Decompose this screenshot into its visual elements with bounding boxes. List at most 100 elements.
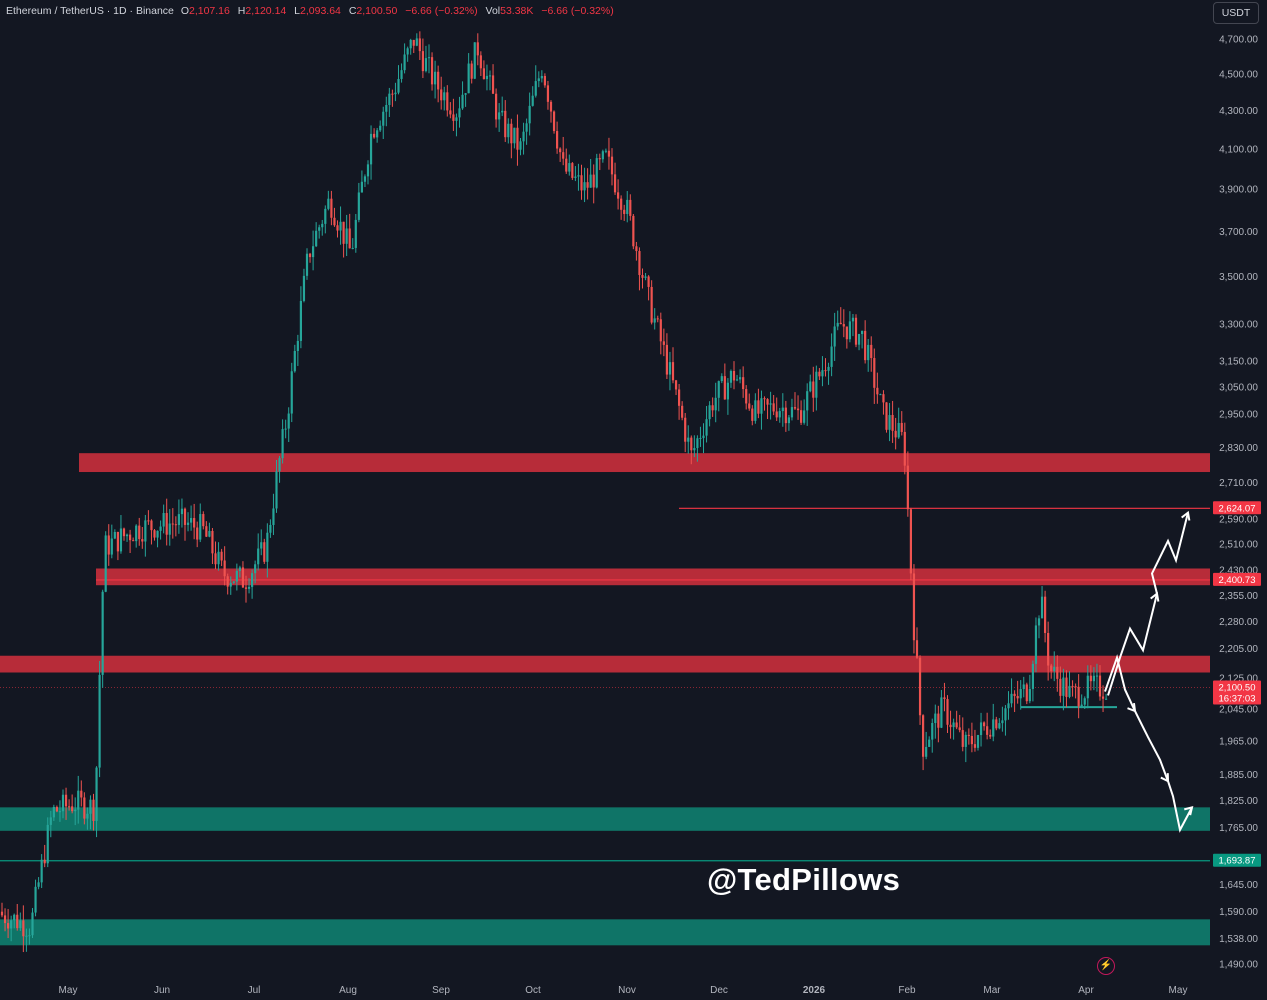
candle-body [440, 89, 443, 101]
candle-body [1013, 693, 1016, 697]
candle-body [796, 408, 800, 411]
symbol-label[interactable]: Ethereum / TetherUS · 1D · Binance [6, 5, 174, 17]
open-value: 2,107.16 [188, 5, 230, 17]
candle-body [369, 133, 373, 165]
candle-body [812, 381, 815, 398]
candle-body [781, 407, 784, 412]
candle-body [214, 553, 217, 565]
currency-button[interactable]: USDT [1213, 2, 1259, 24]
candle-body [1095, 675, 1099, 677]
candle-body [354, 219, 357, 248]
candle-body [0, 911, 4, 916]
resistance-zone-0 [79, 453, 1210, 473]
candle-body [129, 534, 132, 541]
candle-body [287, 413, 290, 429]
arrow-head-down-2 [1160, 773, 1170, 783]
countdown-text: 16:37:03 [1219, 693, 1256, 704]
candle-body [833, 326, 836, 347]
candle-body [1105, 698, 1108, 700]
candle-body [104, 535, 107, 592]
candle-body [754, 400, 757, 421]
candle-body [312, 246, 315, 258]
candle-body [495, 93, 498, 120]
candle-body [138, 525, 141, 540]
candle-body [848, 321, 851, 340]
candle-body [909, 509, 912, 574]
x-tick-label: Sep [432, 985, 450, 996]
candle-body [498, 112, 501, 120]
candle-body [232, 581, 235, 583]
candle-body [821, 370, 824, 377]
candle-body [1065, 677, 1068, 697]
candle-body [861, 330, 864, 335]
candle-body [992, 719, 995, 737]
candle-body [885, 402, 888, 430]
candle-body [897, 422, 900, 438]
candle-body [302, 275, 306, 301]
candle-body [534, 81, 537, 96]
candle-body [729, 370, 733, 383]
candle-body [351, 247, 354, 249]
candle-body [193, 518, 196, 528]
lightning-bolt-icon[interactable]: ⚡ [1097, 957, 1115, 975]
candle-body [168, 523, 171, 535]
candle-body [766, 399, 769, 405]
candle-body [254, 564, 257, 574]
candle-body [793, 407, 797, 409]
candle-body [348, 228, 351, 249]
candle-body [394, 92, 397, 95]
candle-body [836, 322, 839, 327]
candle-body [748, 403, 751, 409]
candle-body [525, 123, 528, 132]
candle-body [1056, 666, 1059, 679]
candle-body [28, 935, 31, 937]
candle-body [1028, 688, 1031, 702]
candle-body [488, 75, 492, 77]
candle-body [275, 471, 278, 509]
candle-body [263, 542, 266, 562]
candle-body [708, 405, 711, 420]
candle-body [1019, 689, 1022, 699]
candle-body [1047, 632, 1050, 666]
candle-body [732, 370, 736, 381]
x-tick-label: Dec [710, 985, 728, 996]
candle-body [196, 527, 199, 540]
y-tick-label: 4,300.00 [1219, 106, 1258, 117]
candle-body [132, 540, 135, 542]
close-value: 2,100.50 [356, 5, 398, 17]
candle-body [241, 567, 245, 588]
y-tick-label: 2,205.00 [1219, 644, 1258, 655]
candle-body [16, 914, 19, 929]
candle-body [839, 322, 842, 325]
candle-body [235, 570, 238, 582]
candle-body [299, 300, 302, 341]
candle-body [1071, 685, 1074, 687]
candle-body [778, 411, 781, 418]
candle-body [543, 75, 546, 86]
candle-body [531, 95, 534, 106]
candle-body [586, 182, 589, 188]
candle-body [174, 524, 177, 526]
y-tick-label: 1,538.00 [1219, 934, 1258, 945]
candle-body [391, 93, 394, 95]
candle-body [723, 376, 726, 400]
candle-body [446, 92, 449, 111]
candle-body [333, 217, 336, 226]
candle-body [336, 225, 339, 231]
candle-body [516, 127, 519, 150]
candle-body [656, 318, 659, 320]
candle-body [668, 362, 672, 375]
candle-body [790, 407, 794, 418]
candle-body [238, 567, 241, 571]
candle-body [571, 163, 574, 178]
candle-body [549, 101, 553, 112]
candle-body [437, 71, 440, 90]
candle-body [726, 382, 729, 400]
y-tick-label: 2,355.00 [1219, 591, 1258, 602]
candle-body [772, 403, 775, 412]
candle-body [967, 734, 970, 736]
y-tick-label: 1,765.00 [1219, 823, 1258, 834]
candle-body [632, 215, 635, 247]
candle-body [690, 437, 693, 451]
